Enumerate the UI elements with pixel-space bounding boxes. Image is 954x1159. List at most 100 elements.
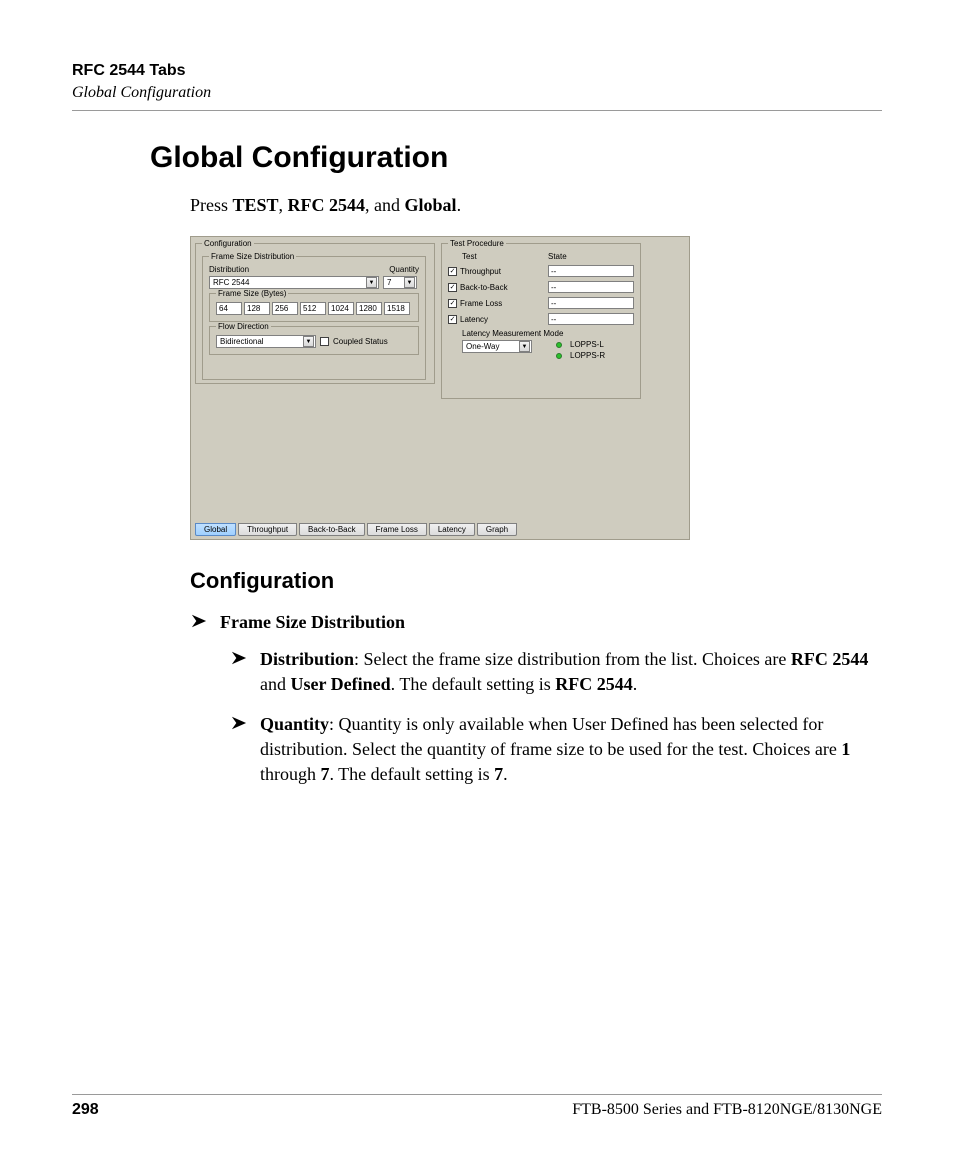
config-legend: Configuration bbox=[202, 239, 254, 248]
frame-size-field[interactable]: 512 bbox=[300, 302, 326, 315]
frameloss-state: -- bbox=[548, 297, 634, 309]
distribution-item-text: Distribution: Select the frame size dist… bbox=[260, 647, 880, 697]
intro-text: , and bbox=[365, 195, 405, 215]
test-procedure-group: Test Procedure Test State ✓Throughput --… bbox=[441, 239, 641, 399]
frame-size-field[interactable]: 1518 bbox=[384, 302, 410, 315]
chevron-down-icon: ▼ bbox=[366, 277, 377, 288]
frame-size-legend: Frame Size (Bytes) bbox=[216, 289, 288, 298]
intro-text: . bbox=[457, 195, 462, 215]
led-icon bbox=[556, 353, 562, 359]
intro-bold-global: Global bbox=[405, 195, 457, 215]
lopps-l-label: LOPPS-L bbox=[570, 340, 604, 349]
fsd-legend: Frame Size Distribution bbox=[209, 252, 296, 261]
dist-text: : Select the frame size distribution fro… bbox=[354, 649, 791, 669]
bullet-marker-icon bbox=[190, 613, 208, 635]
throughput-checkbox[interactable]: ✓ bbox=[448, 267, 457, 276]
latency-state: -- bbox=[548, 313, 634, 325]
throughput-state: -- bbox=[548, 265, 634, 277]
throughput-label: Throughput bbox=[460, 267, 501, 276]
latency-checkbox[interactable]: ✓ bbox=[448, 315, 457, 324]
intro-bold-test: TEST bbox=[233, 195, 279, 215]
frame-size-field[interactable]: 128 bbox=[244, 302, 270, 315]
qty-bold: 7 bbox=[494, 764, 503, 784]
bullet-level1: Frame Size Distribution bbox=[190, 610, 882, 635]
tabs-bar: Global Throughput Back-to-Back Frame Los… bbox=[191, 523, 689, 539]
backtoback-state: -- bbox=[548, 281, 634, 293]
frame-size-field[interactable]: 1280 bbox=[356, 302, 382, 315]
frame-size-distribution-group: Frame Size Distribution Distribution Qua… bbox=[202, 252, 426, 380]
page-footer: 298 FTB-8500 Series and FTB-8120NGE/8130… bbox=[72, 1094, 882, 1119]
intro-paragraph: Press TEST, RFC 2544, and Global. bbox=[190, 195, 882, 216]
led-icon bbox=[556, 342, 562, 348]
quantity-value: 7 bbox=[387, 278, 391, 287]
tab-global[interactable]: Global bbox=[195, 523, 236, 536]
quantity-dropdown[interactable]: 7 ▼ bbox=[383, 276, 417, 289]
flow-legend: Flow Direction bbox=[216, 322, 271, 331]
product-name: FTB-8500 Series and FTB-8120NGE/8130NGE bbox=[572, 1101, 882, 1119]
distribution-value: RFC 2544 bbox=[213, 278, 249, 287]
latency-label: Latency bbox=[460, 315, 488, 324]
qty-text: : Quantity is only available when User D… bbox=[260, 714, 841, 759]
dist-bold: RFC 2544 bbox=[555, 674, 633, 694]
latency-mode-value: One-Way bbox=[466, 342, 500, 351]
col-test-label: Test bbox=[462, 252, 477, 261]
bullet1-label: Frame Size Distribution bbox=[220, 612, 405, 632]
qty-bold: 1 bbox=[841, 739, 850, 759]
config-group: Configuration Frame Size Distribution Di… bbox=[195, 239, 435, 384]
dist-text: . bbox=[633, 674, 638, 694]
flow-direction-dropdown[interactable]: Bidirectional ▼ bbox=[216, 335, 316, 348]
qty-text: . bbox=[503, 764, 508, 784]
bullet-level2: Distribution: Select the frame size dist… bbox=[230, 647, 882, 697]
frame-size-field[interactable]: 1024 bbox=[328, 302, 354, 315]
frameloss-checkbox[interactable]: ✓ bbox=[448, 299, 457, 308]
latency-mode-label: Latency Measurement Mode bbox=[462, 329, 634, 338]
tab-throughput[interactable]: Throughput bbox=[238, 523, 297, 536]
header-section: Global Configuration bbox=[72, 84, 882, 102]
page-title: Global Configuration bbox=[150, 141, 882, 175]
tab-frame-loss[interactable]: Frame Loss bbox=[367, 523, 427, 536]
chevron-down-icon: ▼ bbox=[519, 341, 530, 352]
frame-size-field[interactable]: 256 bbox=[272, 302, 298, 315]
page-number: 298 bbox=[72, 1101, 99, 1119]
qty-text: through bbox=[260, 764, 321, 784]
qty-bold: 7 bbox=[321, 764, 330, 784]
distribution-dropdown[interactable]: RFC 2544 ▼ bbox=[209, 276, 379, 289]
lopps-r-label: LOPPS-R bbox=[570, 351, 605, 360]
bullet-level2: Quantity: Quantity is only available whe… bbox=[230, 712, 882, 788]
qty-lead: Quantity bbox=[260, 714, 329, 734]
qty-text: . The default setting is bbox=[330, 764, 495, 784]
screenshot-panel: Configuration Frame Size Distribution Di… bbox=[190, 236, 690, 540]
frameloss-label: Frame Loss bbox=[460, 299, 502, 308]
section-heading: Configuration bbox=[190, 568, 882, 594]
intro-text: Press bbox=[190, 195, 233, 215]
frame-size-field[interactable]: 64 bbox=[216, 302, 242, 315]
chevron-down-icon: ▼ bbox=[404, 277, 415, 288]
intro-text: , bbox=[279, 195, 288, 215]
test-procedure-legend: Test Procedure bbox=[448, 239, 506, 248]
dist-text: and bbox=[260, 674, 291, 694]
backtoback-checkbox[interactable]: ✓ bbox=[448, 283, 457, 292]
tab-graph[interactable]: Graph bbox=[477, 523, 517, 536]
dist-bold: RFC 2544 bbox=[791, 649, 869, 669]
header-chapter: RFC 2544 Tabs bbox=[72, 62, 882, 80]
bullet-marker-icon bbox=[230, 715, 248, 788]
quantity-label: Quantity bbox=[389, 265, 419, 274]
dist-text: . The default setting is bbox=[391, 674, 556, 694]
coupled-status-checkbox[interactable] bbox=[320, 337, 329, 346]
dist-bold: User Defined bbox=[291, 674, 391, 694]
bullet-marker-icon bbox=[230, 650, 248, 697]
quantity-item-text: Quantity: Quantity is only available whe… bbox=[260, 712, 880, 788]
intro-bold-rfc: RFC 2544 bbox=[288, 195, 366, 215]
tab-latency[interactable]: Latency bbox=[429, 523, 475, 536]
chevron-down-icon: ▼ bbox=[303, 336, 314, 347]
latency-mode-dropdown[interactable]: One-Way ▼ bbox=[462, 340, 532, 353]
flow-value: Bidirectional bbox=[220, 337, 264, 346]
backtoback-label: Back-to-Back bbox=[460, 283, 508, 292]
col-state-label: State bbox=[548, 252, 634, 261]
header-rule bbox=[72, 110, 882, 111]
coupled-status-label: Coupled Status bbox=[333, 337, 388, 346]
dist-lead: Distribution bbox=[260, 649, 354, 669]
flow-direction-group: Flow Direction Bidirectional ▼ Coupled S… bbox=[209, 322, 419, 355]
tab-back-to-back[interactable]: Back-to-Back bbox=[299, 523, 365, 536]
distribution-label: Distribution bbox=[209, 265, 249, 274]
